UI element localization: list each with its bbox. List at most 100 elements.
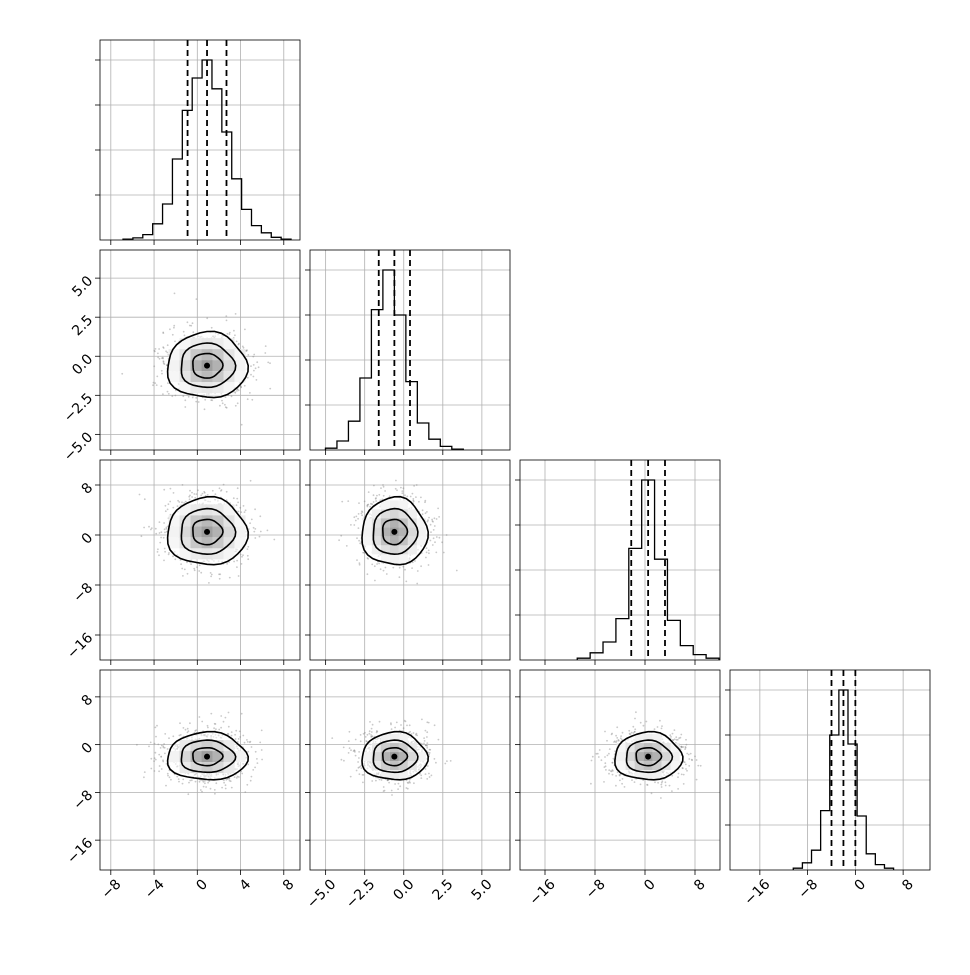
scatter-point	[231, 787, 233, 789]
scatter-point	[409, 781, 411, 783]
scatter-point	[221, 489, 223, 491]
scatter-point	[178, 778, 180, 780]
scatter-point	[685, 768, 687, 770]
density-peak	[204, 363, 210, 369]
scatter-point	[228, 712, 230, 714]
scatter-point	[411, 567, 413, 569]
scatter-point	[251, 746, 253, 748]
scatter-point	[395, 480, 397, 482]
scatter-point	[236, 498, 238, 500]
scatter-point	[261, 749, 263, 751]
scatter-point	[251, 776, 253, 778]
scatter-point	[401, 490, 403, 492]
scatter-point	[157, 744, 159, 746]
scatter-point	[173, 492, 175, 494]
scatter-point	[155, 759, 157, 761]
scatter-point	[182, 575, 184, 577]
x-tick-label: −2.5	[343, 876, 378, 911]
scatter-point	[219, 573, 221, 575]
scatter-point	[369, 721, 371, 723]
scatter-point	[391, 790, 393, 792]
scatter-point	[175, 395, 177, 397]
scatter-point	[383, 486, 385, 488]
scatter-point	[225, 779, 227, 781]
scatter-point	[252, 356, 254, 358]
scatter-point	[164, 528, 166, 530]
scatter-point	[413, 782, 415, 784]
scatter-point	[426, 547, 428, 549]
scatter-point	[221, 787, 223, 789]
scatter-point	[181, 568, 183, 570]
scatter-point	[173, 325, 175, 327]
scatter-point	[260, 531, 262, 533]
scatter-point	[346, 545, 348, 547]
scatter-point	[397, 788, 399, 790]
scatter-point	[169, 328, 171, 330]
scatter-point	[191, 496, 193, 498]
scatter-point	[429, 752, 431, 754]
scatter-point	[227, 333, 229, 335]
scatter-point	[428, 564, 430, 566]
scatter-point	[348, 752, 350, 754]
scatter-point	[660, 797, 662, 799]
scatter-point	[429, 749, 431, 751]
scatter-point	[193, 493, 195, 495]
scatter-point	[235, 405, 237, 407]
scatter-point	[456, 570, 458, 572]
scatter-point	[154, 757, 156, 759]
scatter-point	[373, 501, 375, 503]
scatter-point	[368, 491, 370, 493]
scatter-point	[201, 721, 203, 723]
y-tick-label: 8	[79, 480, 97, 498]
scatter-point	[189, 490, 191, 492]
x-tick-label: 5.0	[469, 876, 496, 903]
scatter-point	[160, 756, 162, 758]
scatter-point	[269, 388, 271, 390]
scatter-point	[380, 568, 382, 570]
scatter-point	[396, 722, 398, 724]
scatter-point	[207, 727, 209, 729]
scatter-point	[249, 392, 251, 394]
y-tick-label: −5.0	[61, 429, 96, 464]
scatter-point	[164, 548, 166, 550]
scatter-point	[195, 729, 197, 731]
scatter-point	[168, 393, 170, 395]
scatter-point	[375, 500, 377, 502]
scatter-point	[373, 494, 375, 496]
scatter-point	[160, 531, 162, 533]
scatter-point	[437, 508, 439, 510]
panel-content	[123, 40, 291, 240]
scatter-point	[158, 754, 160, 756]
scatter-point	[150, 742, 152, 744]
scatter-point	[359, 562, 361, 564]
scatter-point	[383, 495, 385, 497]
scatter-point	[170, 779, 172, 781]
scatter-point	[374, 565, 376, 567]
scatter-point	[362, 782, 364, 784]
scatter-point	[375, 498, 377, 500]
x-tick-label: −8	[99, 876, 125, 902]
scatter-point	[225, 788, 227, 790]
y-tick-label: 8	[79, 692, 97, 710]
scatter-point	[244, 385, 246, 387]
panel-frame	[520, 460, 720, 660]
scatter-point	[253, 354, 255, 356]
scatter-point	[167, 748, 169, 750]
scatter-point	[424, 500, 426, 502]
scatter-point	[436, 518, 438, 520]
scatter-point	[249, 522, 251, 524]
scatter-point	[254, 767, 256, 769]
scatter-point	[350, 524, 352, 526]
scatter-point	[164, 747, 166, 749]
scatter-point	[200, 572, 202, 574]
scatter-point	[365, 736, 367, 738]
density-peak	[391, 529, 397, 535]
scatter-point	[162, 761, 164, 763]
scatter-point	[136, 744, 138, 746]
scatter-point	[184, 569, 186, 571]
scatter-point	[267, 530, 269, 532]
scatter-point	[369, 506, 371, 508]
scatter-point	[159, 532, 161, 534]
scatter-point	[173, 327, 175, 329]
